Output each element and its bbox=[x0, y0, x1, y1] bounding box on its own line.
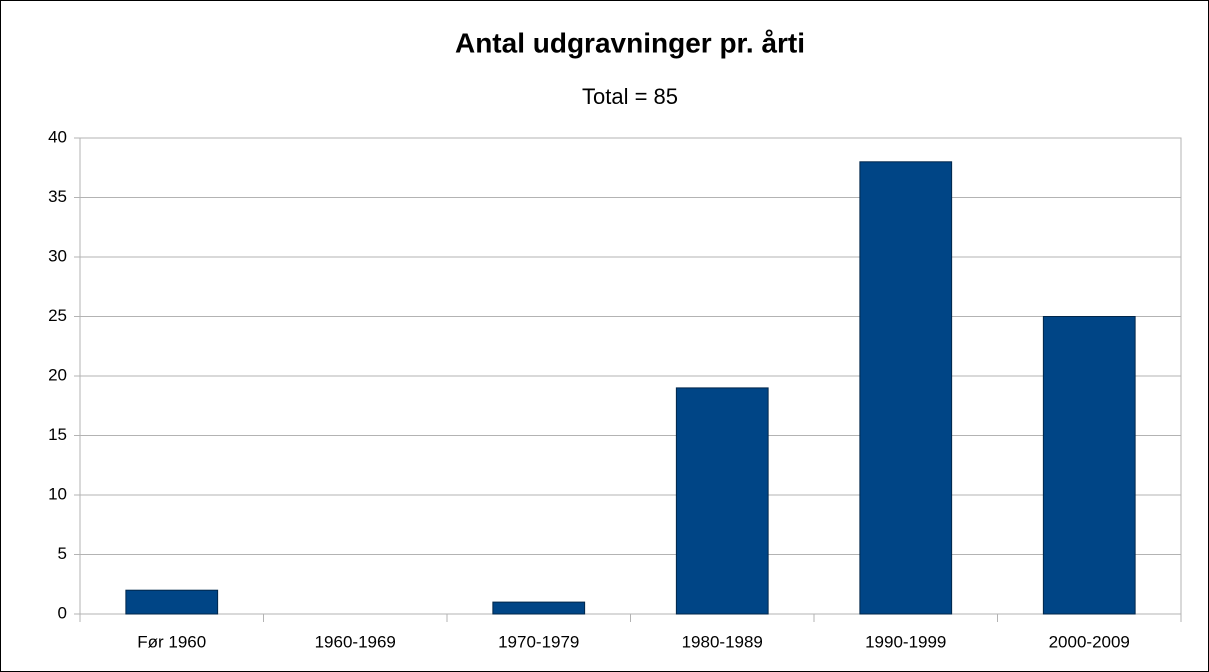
y-tick-label: 0 bbox=[58, 603, 67, 622]
y-tick-label: 40 bbox=[48, 127, 67, 146]
y-tick-label: 25 bbox=[48, 306, 67, 325]
chart-subtitle: Total = 85 bbox=[582, 84, 678, 109]
chart-title: Antal udgravninger pr. årti bbox=[455, 27, 805, 58]
y-tick-label: 10 bbox=[48, 484, 67, 503]
x-tick-label: 1980-1989 bbox=[682, 632, 763, 651]
bar bbox=[125, 589, 219, 615]
x-tick-label: Før 1960 bbox=[137, 632, 206, 651]
x-tick-label: 1990-1999 bbox=[865, 632, 946, 651]
y-tick-label: 20 bbox=[48, 365, 67, 384]
bar bbox=[1042, 316, 1136, 615]
y-tick-label: 30 bbox=[48, 246, 67, 265]
x-tick-label: 2000-2009 bbox=[1049, 632, 1130, 651]
y-tick-label: 35 bbox=[48, 187, 67, 206]
y-tick-label: 5 bbox=[58, 544, 67, 563]
bar bbox=[675, 387, 769, 615]
x-tick-label: 1970-1979 bbox=[498, 632, 579, 651]
bar bbox=[859, 161, 953, 615]
bar bbox=[492, 601, 586, 615]
x-tick-label: 1960-1969 bbox=[315, 632, 396, 651]
y-tick-label: 15 bbox=[48, 425, 67, 444]
